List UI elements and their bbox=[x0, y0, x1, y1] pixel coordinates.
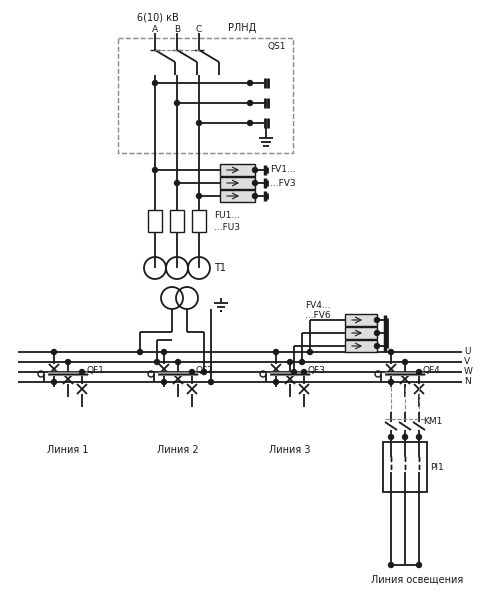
Circle shape bbox=[248, 100, 252, 106]
Circle shape bbox=[202, 370, 207, 374]
Bar bbox=[220, 190, 255, 202]
Circle shape bbox=[388, 349, 393, 355]
Circle shape bbox=[161, 380, 166, 384]
Circle shape bbox=[416, 562, 421, 568]
Text: Линия освещения: Линия освещения bbox=[371, 575, 463, 585]
Circle shape bbox=[197, 193, 202, 198]
Circle shape bbox=[252, 193, 257, 198]
Circle shape bbox=[152, 81, 157, 85]
Circle shape bbox=[174, 180, 179, 186]
Text: QF1: QF1 bbox=[86, 365, 104, 374]
Circle shape bbox=[209, 380, 214, 384]
Bar bbox=[220, 177, 255, 189]
Circle shape bbox=[248, 121, 252, 125]
Circle shape bbox=[66, 359, 71, 365]
Circle shape bbox=[402, 435, 407, 439]
Circle shape bbox=[248, 81, 252, 85]
Circle shape bbox=[307, 349, 313, 355]
Bar bbox=[220, 164, 255, 176]
Circle shape bbox=[402, 359, 407, 365]
Circle shape bbox=[161, 349, 166, 355]
Text: QF3: QF3 bbox=[308, 365, 326, 374]
Text: QF4: QF4 bbox=[423, 365, 441, 374]
Circle shape bbox=[252, 168, 257, 173]
Circle shape bbox=[152, 168, 157, 173]
Text: T1: T1 bbox=[214, 263, 226, 273]
Text: Линия 2: Линия 2 bbox=[157, 445, 199, 455]
Circle shape bbox=[374, 331, 379, 336]
Circle shape bbox=[388, 435, 393, 439]
Text: FV1...: FV1... bbox=[270, 165, 296, 174]
Circle shape bbox=[174, 100, 179, 106]
Bar bbox=[345, 327, 377, 339]
Text: V: V bbox=[464, 358, 470, 367]
Circle shape bbox=[388, 380, 393, 384]
Circle shape bbox=[190, 370, 195, 374]
Circle shape bbox=[51, 380, 56, 384]
Text: C: C bbox=[196, 26, 202, 35]
Circle shape bbox=[416, 435, 421, 439]
Text: B: B bbox=[174, 26, 180, 35]
Circle shape bbox=[291, 370, 296, 374]
Circle shape bbox=[273, 349, 278, 355]
Circle shape bbox=[197, 121, 202, 125]
Text: РЛНД: РЛНД bbox=[228, 23, 256, 33]
Text: W: W bbox=[464, 368, 473, 377]
Circle shape bbox=[301, 370, 306, 374]
Bar bbox=[192, 210, 206, 232]
Bar bbox=[148, 210, 162, 232]
Bar bbox=[345, 314, 377, 326]
Text: Линия 3: Линия 3 bbox=[269, 445, 311, 455]
Text: FU1...: FU1... bbox=[214, 211, 240, 220]
Text: QF2: QF2 bbox=[196, 365, 214, 374]
Circle shape bbox=[175, 359, 180, 365]
Text: ...FV3: ...FV3 bbox=[270, 179, 296, 187]
Circle shape bbox=[137, 349, 142, 355]
Circle shape bbox=[80, 370, 85, 374]
Text: Линия 1: Линия 1 bbox=[47, 445, 89, 455]
Bar bbox=[118, 38, 293, 153]
Text: N: N bbox=[464, 377, 471, 386]
Circle shape bbox=[273, 380, 278, 384]
Circle shape bbox=[154, 359, 159, 365]
Bar bbox=[170, 210, 184, 232]
Circle shape bbox=[416, 370, 421, 374]
Bar bbox=[345, 340, 377, 352]
Circle shape bbox=[287, 359, 292, 365]
Text: KM1: KM1 bbox=[423, 417, 442, 426]
Text: A: A bbox=[152, 26, 158, 35]
Circle shape bbox=[252, 180, 257, 186]
Text: 6(10) кВ: 6(10) кВ bbox=[137, 13, 179, 23]
Circle shape bbox=[51, 349, 56, 355]
Bar bbox=[383, 442, 427, 492]
Circle shape bbox=[374, 318, 379, 322]
Text: U: U bbox=[464, 347, 471, 356]
Circle shape bbox=[299, 359, 304, 365]
Circle shape bbox=[374, 343, 379, 349]
Circle shape bbox=[388, 562, 393, 568]
Text: FV4...: FV4... bbox=[305, 301, 331, 310]
Text: ...FU3: ...FU3 bbox=[214, 223, 240, 232]
Text: ...FV6: ...FV6 bbox=[305, 312, 331, 321]
Text: РI1: РI1 bbox=[430, 463, 444, 472]
Text: QS1: QS1 bbox=[268, 42, 286, 51]
